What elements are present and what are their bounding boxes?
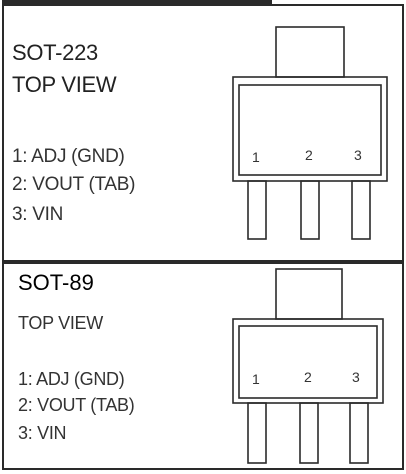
pin-1-description: 1: ADJ (GND) <box>12 146 125 167</box>
pin-2-lead <box>299 402 319 464</box>
sot89-panel: SOT-89 TOP VIEW 1: ADJ (GND) 2: VOUT (TA… <box>2 262 404 470</box>
body-inner-outline <box>238 84 382 176</box>
pin-number-3: 3 <box>354 147 362 163</box>
body-inner-outline <box>238 325 378 399</box>
pin-3-description: 3: VIN <box>18 423 67 443</box>
pin-1-lead <box>247 180 267 240</box>
view-label: TOP VIEW <box>18 313 103 333</box>
sot89-package-drawing: 1 2 3 <box>232 268 384 464</box>
pin-number-3: 3 <box>352 369 360 385</box>
view-label: TOP VIEW <box>12 72 117 97</box>
pin-2-lead <box>300 180 320 240</box>
pin-1-description: 1: ADJ (GND) <box>18 369 125 389</box>
tab-outline <box>275 268 343 320</box>
sot223-package-drawing: 1 2 3 <box>232 26 388 240</box>
pin-2-description: 2: VOUT (TAB) <box>18 395 135 415</box>
sot223-panel: SOT-223 TOP VIEW 1: ADJ (GND) 2: VOUT (T… <box>2 4 404 262</box>
package-name: SOT-89 <box>18 270 94 295</box>
pin-3-description: 3: VIN <box>12 204 63 225</box>
pin-3-lead <box>351 180 371 240</box>
tab-outline <box>275 26 345 78</box>
pin-number-1: 1 <box>252 149 260 165</box>
top-border-line <box>2 0 272 4</box>
pin-3-lead <box>349 402 369 464</box>
package-name: SOT-223 <box>12 40 98 65</box>
pin-2-description: 2: VOUT (TAB) <box>12 174 136 195</box>
pin-number-2: 2 <box>304 369 312 385</box>
body-outer-outline <box>232 318 384 404</box>
pin-1-lead <box>247 402 267 464</box>
pin-number-2: 2 <box>305 147 313 163</box>
body-outer-outline <box>232 76 388 182</box>
pin-number-1: 1 <box>252 371 260 387</box>
